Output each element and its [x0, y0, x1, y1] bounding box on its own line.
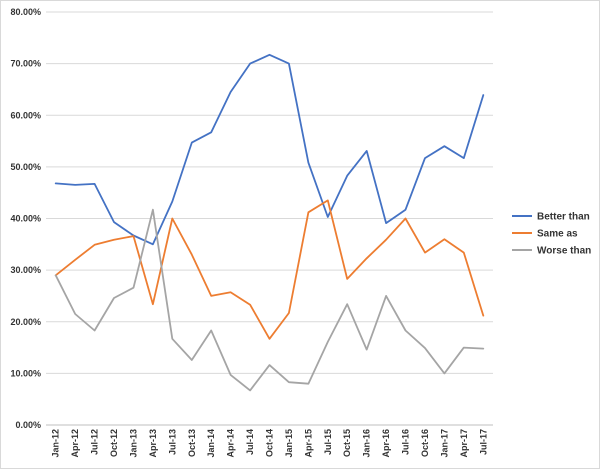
y-tick-label-60: 60.00%: [10, 110, 41, 120]
series-line-same-as: [54, 199, 485, 340]
legend-label-better-than: Better than: [537, 212, 590, 223]
legend-label-same-as: Same as: [537, 229, 578, 240]
x-tick-label-apr-14: Apr-14: [226, 429, 236, 458]
x-tick-label-jan-15: Jan-15: [284, 429, 294, 458]
y-tick-label-50: 50.00%: [10, 162, 41, 172]
x-tick-label-jan-17: Jan-17: [439, 429, 449, 458]
x-tick-label-oct-14: Oct-14: [265, 429, 275, 457]
y-tick-label-80: 80.00%: [10, 7, 41, 17]
x-tick-label-apr-17: Apr-17: [459, 429, 469, 458]
x-tick-label-jul-12: Jul-12: [90, 429, 100, 455]
y-axis-tick-labels: 0.00% 10.00% 20.00% 30.00% 40.00% 50.00% 60.00…: [10, 7, 41, 430]
legend: Better than Same as Worse than: [512, 212, 591, 257]
x-tick-label-oct-16: Oct-16: [420, 429, 430, 457]
x-tick-label-apr-12: Apr-12: [70, 429, 80, 458]
x-axis-tick-labels: Jan-12 Apr-12 Jul-12 Oct-12 Jan-13 Apr-13 Jul-…: [51, 429, 489, 458]
x-tick-label-oct-13: Oct-13: [187, 429, 197, 457]
y-tick-label-10: 10.00%: [10, 368, 41, 378]
y-tick-label-20: 20.00%: [10, 317, 41, 327]
x-tick-label-jul-17: Jul-17: [478, 429, 488, 455]
x-tick-label-jul-16: Jul-16: [401, 429, 411, 455]
x-tick-label-apr-13: Apr-13: [148, 429, 158, 458]
x-tick-label-jan-16: Jan-16: [362, 429, 372, 458]
x-tick-label-jul-13: Jul-13: [167, 429, 177, 455]
gridlines: [46, 11, 493, 426]
x-tick-label-oct-12: Oct-12: [109, 429, 119, 457]
y-tick-label-70: 70.00%: [10, 59, 41, 69]
series-line-worse-than: [54, 208, 485, 392]
x-tick-label-oct-15: Oct-15: [342, 429, 352, 457]
x-tick-label-jul-15: Jul-15: [323, 429, 333, 455]
x-tick-label-jan-14: Jan-14: [206, 429, 216, 458]
x-tick-label-jul-14: Jul-14: [245, 429, 255, 455]
x-tick-label-jan-12: Jan-12: [51, 429, 61, 458]
legend-label-worse-than: Worse than: [537, 246, 591, 257]
x-tick-label-apr-15: Apr-15: [303, 429, 313, 458]
x-tick-label-apr-16: Apr-16: [381, 429, 391, 458]
x-tick-label-jan-13: Jan-13: [128, 429, 138, 458]
y-tick-label-30: 30.00%: [10, 265, 41, 275]
y-tick-label-0: 0.00%: [15, 420, 41, 430]
series-line-better-than: [54, 53, 485, 246]
y-tick-label-40: 40.00%: [10, 214, 41, 224]
series-lines: [54, 53, 485, 392]
